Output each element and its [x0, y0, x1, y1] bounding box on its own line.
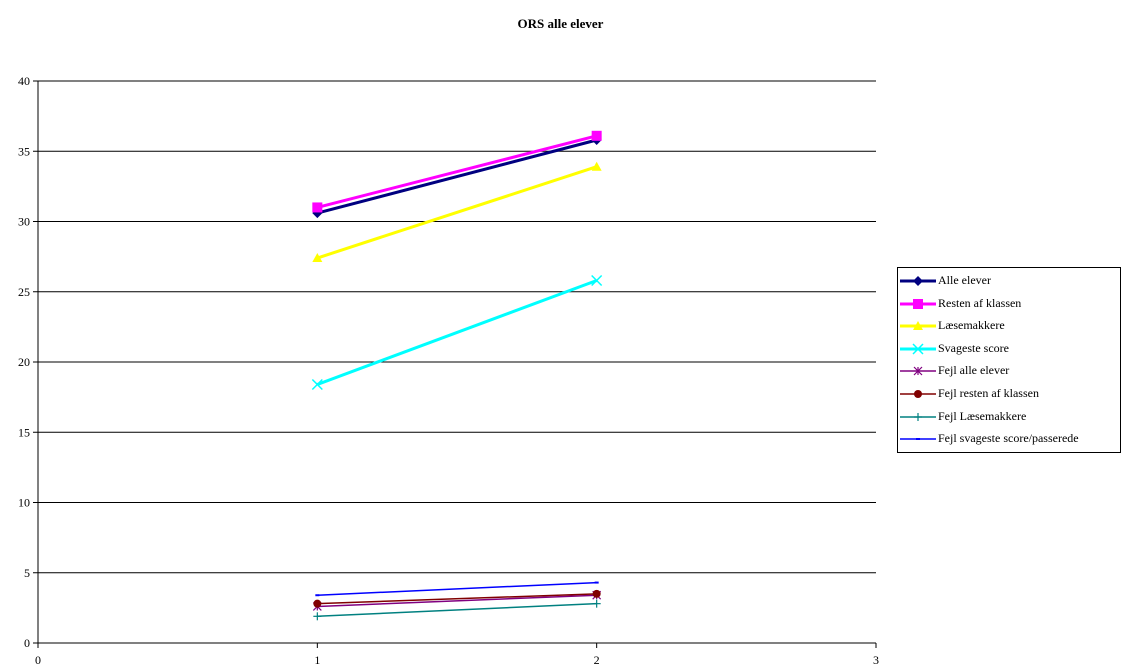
x-tick-label: 2 [594, 653, 600, 667]
series-line [317, 593, 597, 605]
y-tick-label: 15 [18, 425, 30, 439]
data-point [916, 438, 920, 441]
y-tick-label: 20 [18, 355, 30, 369]
legend-label: Fejl svageste score/passerede [938, 431, 1079, 446]
data-point [913, 276, 923, 286]
legend-label: Fejl alle elever [938, 363, 1010, 378]
legend-swatch [900, 298, 936, 309]
chart-legend: Alle elever Resten af klassen Læsemakkere S… [897, 267, 1121, 453]
data-point [913, 366, 923, 376]
x-tick-label: 3 [873, 653, 879, 667]
legend-swatch [900, 276, 936, 286]
legend-label: Alle elever [938, 273, 991, 287]
legend-label: Svageste score [938, 340, 1009, 355]
legend-swatch [900, 438, 936, 441]
y-tick-label: 40 [18, 74, 30, 88]
x-tick-label: 1 [314, 653, 320, 667]
series-line [316, 134, 598, 209]
x-tick-label: 0 [35, 653, 41, 667]
y-tick-label: 30 [18, 215, 30, 229]
data-point [315, 594, 320, 597]
series-line [317, 581, 597, 596]
legend-item: Fejl alle elever [898, 361, 1121, 381]
data-point [594, 581, 599, 584]
legend-swatch [900, 390, 936, 398]
series-line [317, 602, 597, 618]
legend-label: Fejl resten af klassen [938, 386, 1039, 400]
legend-item: Fejl svageste score/passerede [898, 429, 1121, 449]
data-point [313, 612, 322, 621]
data-point [592, 599, 601, 608]
legend-item: Resten af klassen [898, 294, 1121, 314]
data-point [591, 161, 602, 171]
legend-swatch [900, 343, 936, 355]
data-point [914, 390, 922, 398]
series-line [316, 138, 598, 215]
data-point [914, 412, 922, 421]
y-tick-label: 35 [18, 144, 30, 158]
data-point [311, 378, 323, 391]
legend-label: Resten af klassen [938, 295, 1022, 310]
series-2 [312, 130, 602, 213]
series-6 [313, 589, 601, 608]
legend-item: Svageste score [898, 339, 1121, 359]
data-point [913, 298, 923, 309]
legend-label: Læsemakkere [938, 318, 1005, 333]
legend-item: Fejl Læsemakkere [898, 407, 1121, 427]
series-line [316, 165, 598, 260]
series-1 [312, 135, 602, 219]
legend-item: Læsemakkere [898, 316, 1121, 336]
y-tick-label: 0 [24, 636, 30, 650]
series-4 [311, 274, 603, 391]
data-point [592, 589, 601, 598]
legend-swatch [900, 366, 936, 376]
legend-label: Fejl Læsemakkere [938, 408, 1027, 423]
series-line [316, 279, 598, 386]
series-7 [313, 599, 601, 621]
data-point [591, 130, 602, 141]
y-tick-label: 10 [18, 496, 30, 510]
data-point [591, 274, 603, 287]
series-line [317, 594, 597, 608]
data-point [312, 253, 323, 263]
data-point [313, 599, 322, 608]
y-tick-label: 5 [24, 566, 30, 580]
data-point [912, 343, 924, 355]
legend-item: Alle elever [898, 271, 1121, 291]
data-point [312, 202, 323, 213]
series-3 [312, 161, 602, 263]
legend-item: Fejl resten af klassen [898, 384, 1121, 404]
y-tick-label: 25 [18, 285, 30, 299]
data-point [913, 321, 923, 331]
legend-swatch [900, 321, 936, 331]
chart-title: ORS alle elever [517, 16, 604, 31]
series-8 [315, 581, 599, 597]
legend-swatch [900, 412, 936, 421]
